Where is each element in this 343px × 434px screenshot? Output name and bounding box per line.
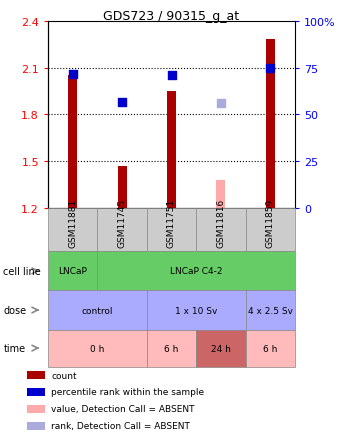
Text: 0 h: 0 h [90, 344, 105, 353]
Point [268, 65, 273, 72]
Text: rank, Detection Call = ABSENT: rank, Detection Call = ABSENT [51, 421, 190, 430]
Text: count: count [51, 371, 77, 380]
Text: GSM11745: GSM11745 [118, 198, 127, 247]
Bar [27, 421, 45, 430]
Text: 1 x 10 Sv: 1 x 10 Sv [175, 306, 217, 315]
Text: LNCaP C4-2: LNCaP C4-2 [170, 267, 223, 276]
Text: GSM11881: GSM11881 [68, 198, 77, 247]
Text: LNCaP: LNCaP [58, 267, 87, 276]
Text: 6 h: 6 h [263, 344, 277, 353]
Text: GDS723 / 90315_g_at: GDS723 / 90315_g_at [104, 10, 239, 23]
Text: value, Detection Call = ABSENT: value, Detection Call = ABSENT [51, 404, 195, 413]
Bar [27, 405, 45, 413]
Text: GSM11751: GSM11751 [167, 198, 176, 247]
Text: 24 h: 24 h [211, 344, 231, 353]
Text: 6 h: 6 h [164, 344, 179, 353]
Text: GSM11859: GSM11859 [266, 198, 275, 247]
Text: 4 x 2.5 Sv: 4 x 2.5 Sv [248, 306, 293, 315]
Text: percentile rank within the sample: percentile rank within the sample [51, 388, 204, 396]
Bar [68, 76, 77, 208]
Point [218, 101, 224, 108]
Bar [27, 388, 45, 396]
Bar [27, 371, 45, 379]
Text: GSM11816: GSM11816 [216, 198, 225, 247]
Point [70, 71, 75, 78]
Bar [266, 40, 275, 208]
Bar [167, 92, 176, 208]
Text: dose: dose [3, 306, 26, 315]
Text: control: control [82, 306, 113, 315]
Point [119, 99, 125, 106]
Text: time: time [3, 343, 26, 353]
Bar [216, 181, 225, 208]
Text: cell line: cell line [3, 266, 41, 276]
Bar [118, 166, 127, 208]
Point [169, 72, 174, 79]
